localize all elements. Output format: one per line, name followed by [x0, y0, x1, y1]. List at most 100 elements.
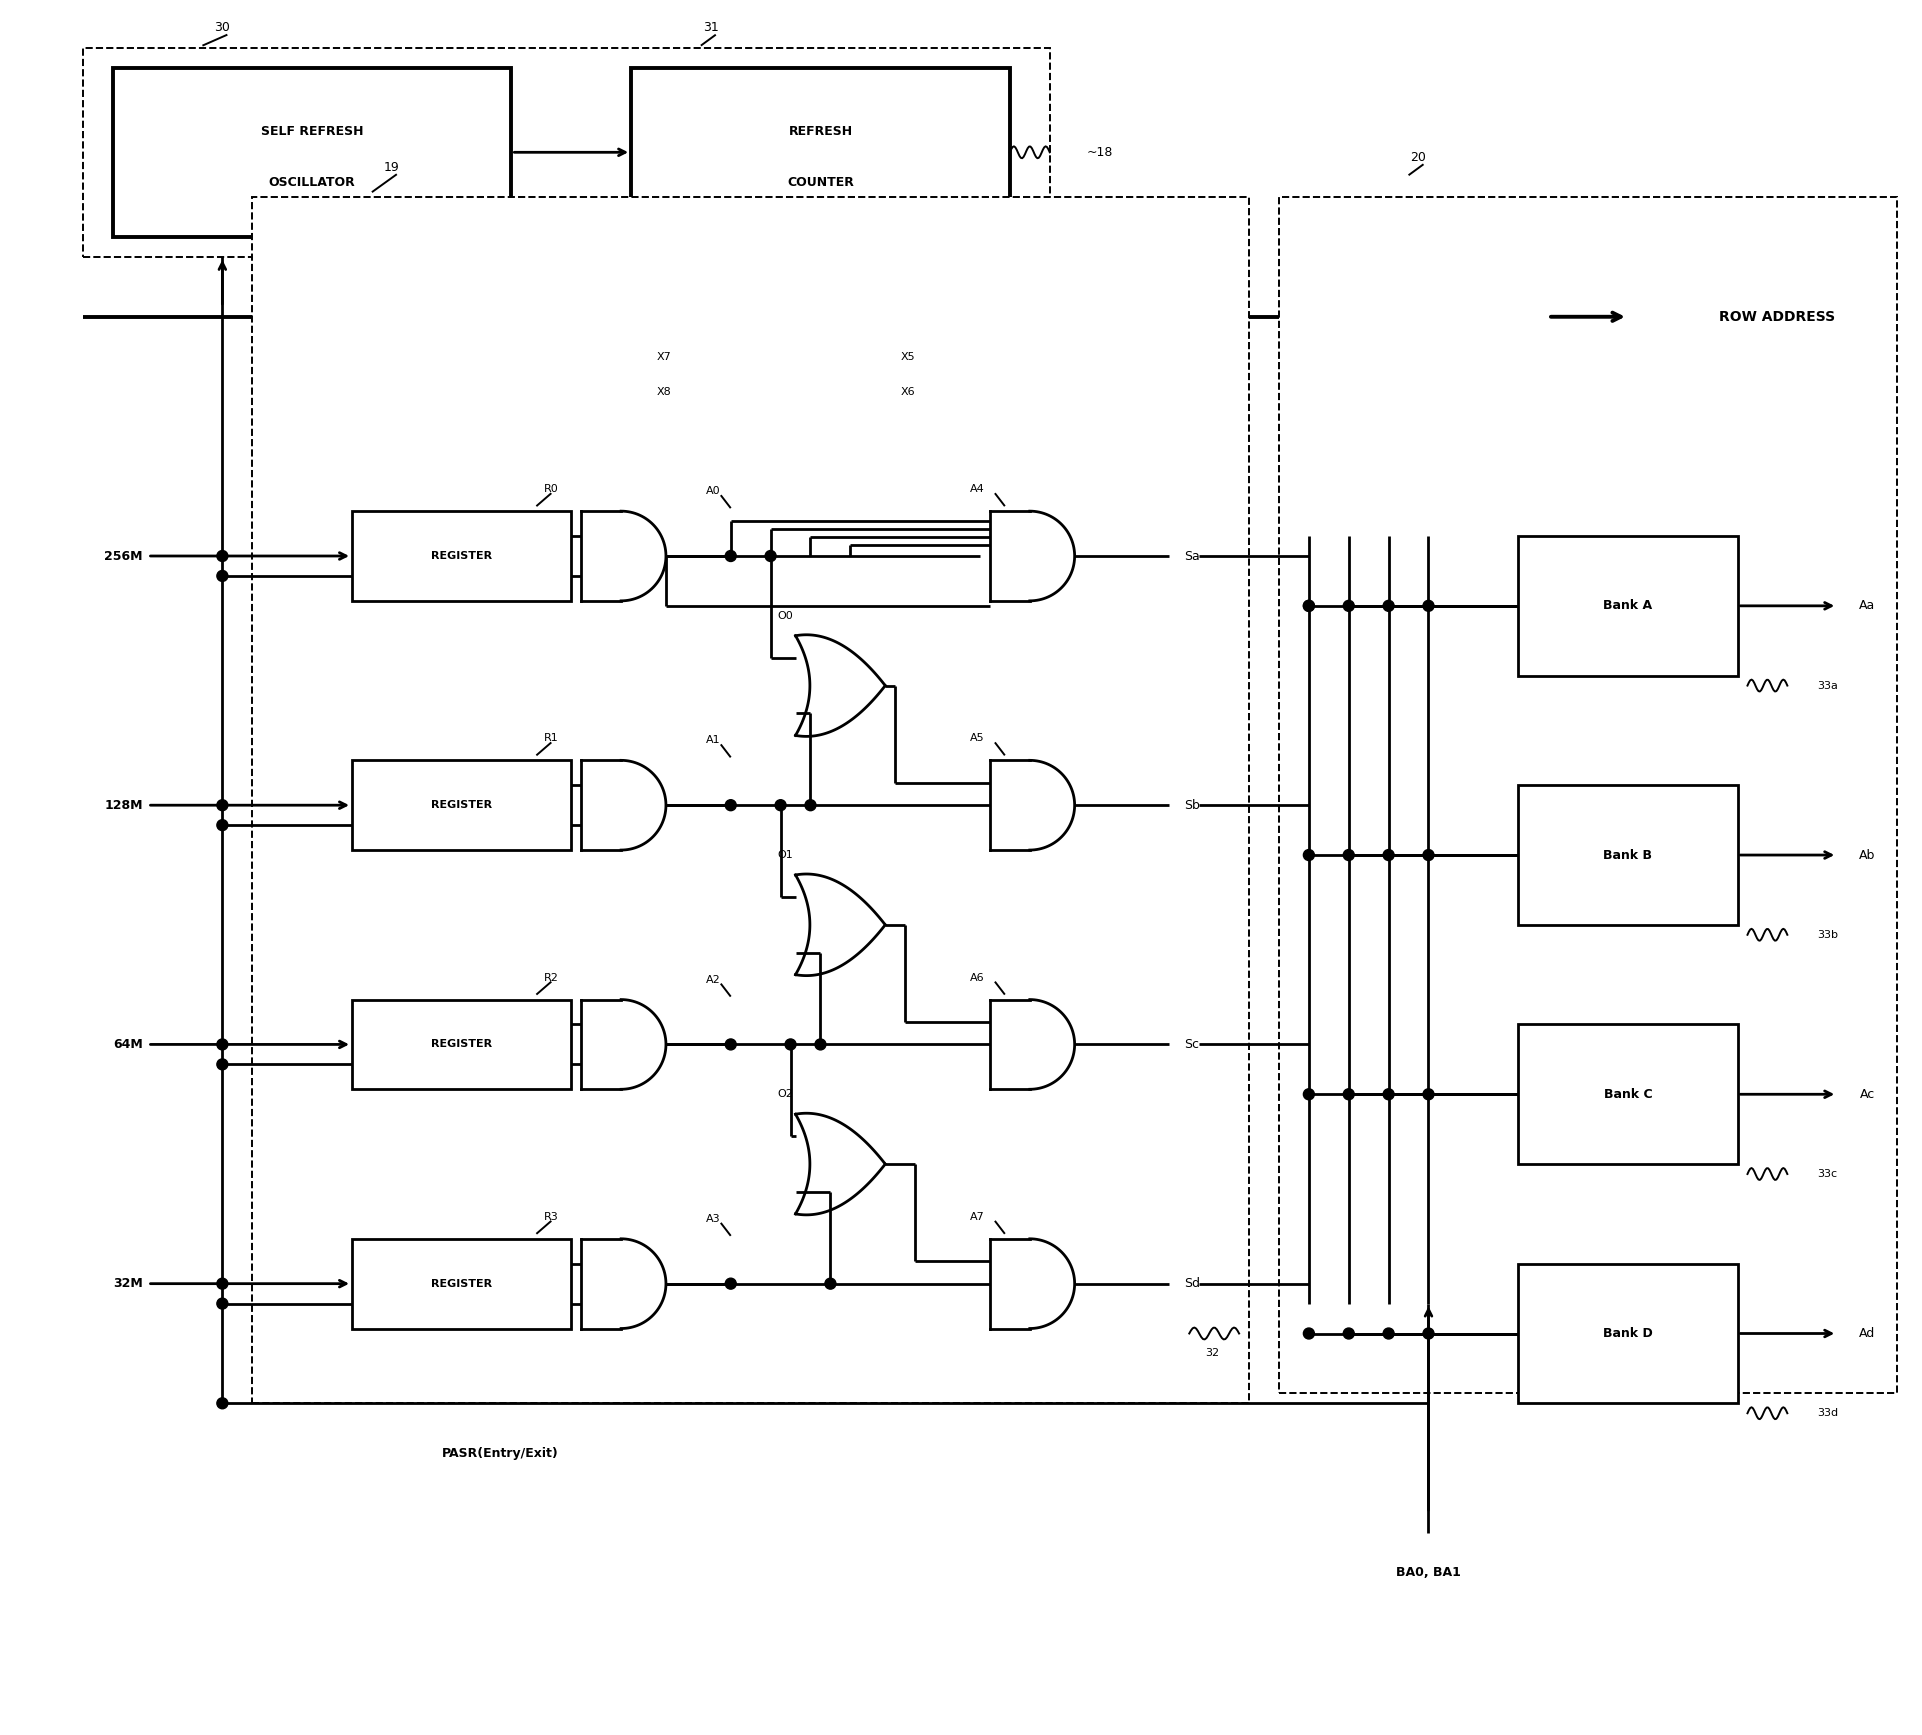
Text: Ad: Ad: [1859, 1327, 1876, 1339]
Circle shape: [775, 800, 786, 810]
Circle shape: [725, 1279, 736, 1289]
Circle shape: [217, 571, 229, 581]
Text: 64M: 64M: [113, 1038, 142, 1051]
Text: 19: 19: [384, 161, 400, 174]
Circle shape: [1384, 600, 1393, 611]
Text: 33c: 33c: [1816, 1169, 1837, 1180]
Circle shape: [725, 1039, 736, 1050]
Text: REGISTER: REGISTER: [431, 800, 492, 810]
Circle shape: [1343, 1327, 1355, 1339]
Circle shape: [1384, 1327, 1393, 1339]
Text: Bank A: Bank A: [1603, 599, 1653, 612]
Circle shape: [1343, 1090, 1355, 1100]
Text: X8: X8: [655, 387, 671, 397]
Circle shape: [1422, 1327, 1434, 1339]
Circle shape: [217, 1298, 229, 1310]
Text: Sa: Sa: [1184, 550, 1199, 562]
Text: Bank B: Bank B: [1603, 848, 1653, 862]
Text: BA0, BA1: BA0, BA1: [1395, 1567, 1461, 1579]
Circle shape: [784, 1039, 796, 1050]
Text: O1: O1: [778, 850, 794, 861]
Text: Sc: Sc: [1184, 1038, 1199, 1051]
Text: A4: A4: [971, 484, 984, 494]
Circle shape: [1343, 850, 1355, 861]
Bar: [252, 198, 1249, 1404]
Text: R3: R3: [544, 1211, 559, 1221]
Circle shape: [217, 1279, 229, 1289]
Text: O0: O0: [778, 611, 794, 621]
Circle shape: [217, 819, 229, 831]
Circle shape: [1384, 1090, 1393, 1100]
Text: COUNTER: COUNTER: [786, 177, 853, 189]
Text: 33d: 33d: [1816, 1409, 1837, 1417]
Text: Aa: Aa: [1859, 599, 1876, 612]
Bar: [1518, 1024, 1737, 1164]
Bar: [113, 68, 511, 238]
Circle shape: [815, 1039, 826, 1050]
Bar: [630, 68, 1009, 238]
Text: R1: R1: [544, 734, 559, 743]
Text: Ab: Ab: [1859, 848, 1876, 862]
Circle shape: [217, 1058, 229, 1070]
Bar: [352, 1239, 571, 1329]
Bar: [1518, 786, 1737, 925]
Text: REFRESH: REFRESH: [788, 125, 853, 139]
Text: SELF REFRESH: SELF REFRESH: [261, 125, 363, 139]
Bar: [1278, 198, 1897, 1393]
Text: OSCILLATOR: OSCILLATOR: [269, 177, 356, 189]
Text: R0: R0: [544, 484, 559, 494]
Bar: [352, 760, 571, 850]
Bar: [1518, 1263, 1737, 1404]
Circle shape: [725, 550, 736, 562]
Bar: [352, 999, 571, 1090]
Text: A0: A0: [705, 486, 721, 496]
Text: O2: O2: [778, 1090, 794, 1100]
Text: REGISTER: REGISTER: [431, 1039, 492, 1050]
Text: Bank C: Bank C: [1603, 1088, 1653, 1100]
Circle shape: [1303, 600, 1315, 611]
Text: 256M: 256M: [104, 550, 142, 562]
Text: Bank D: Bank D: [1603, 1327, 1653, 1339]
Circle shape: [1422, 1090, 1434, 1100]
Bar: [352, 512, 571, 600]
Text: 20: 20: [1411, 151, 1426, 163]
Text: 128M: 128M: [104, 798, 142, 812]
Circle shape: [217, 1398, 229, 1409]
Text: PASR(Entry/Exit): PASR(Entry/Exit): [442, 1447, 559, 1459]
Circle shape: [217, 1039, 229, 1050]
Text: REGISTER: REGISTER: [431, 552, 492, 560]
Text: R2: R2: [544, 973, 559, 982]
Text: 31: 31: [703, 21, 719, 35]
Circle shape: [1422, 850, 1434, 861]
Circle shape: [1303, 850, 1315, 861]
Text: REGISTER: REGISTER: [431, 1279, 492, 1289]
Text: A2: A2: [705, 975, 721, 985]
Text: 32: 32: [1205, 1348, 1219, 1359]
Circle shape: [1343, 600, 1355, 611]
Text: A5: A5: [971, 734, 984, 743]
Text: Ac: Ac: [1859, 1088, 1874, 1100]
Text: X7: X7: [655, 352, 671, 361]
Circle shape: [1303, 1090, 1315, 1100]
Text: 33b: 33b: [1816, 930, 1837, 940]
Text: X5: X5: [899, 352, 915, 361]
Circle shape: [825, 1279, 836, 1289]
Circle shape: [725, 800, 736, 810]
Text: A7: A7: [971, 1211, 984, 1221]
Circle shape: [217, 800, 229, 810]
Text: Sb: Sb: [1184, 798, 1199, 812]
Text: Sd: Sd: [1184, 1277, 1199, 1291]
Circle shape: [765, 550, 776, 562]
Bar: [83, 47, 1049, 257]
Text: 32M: 32M: [113, 1277, 142, 1291]
Circle shape: [217, 550, 229, 562]
Text: A3: A3: [705, 1214, 721, 1223]
Text: 33a: 33a: [1816, 680, 1837, 691]
Circle shape: [1422, 600, 1434, 611]
Text: X6: X6: [899, 387, 915, 397]
Text: ROW ADDRESS: ROW ADDRESS: [1720, 311, 1836, 324]
Circle shape: [1384, 850, 1393, 861]
Text: ~18: ~18: [1086, 146, 1113, 160]
Text: 30: 30: [215, 21, 231, 35]
Text: A1: A1: [705, 736, 721, 746]
